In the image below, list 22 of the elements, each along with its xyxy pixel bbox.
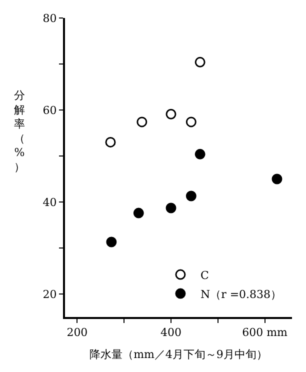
y-tick-label: 40	[42, 196, 57, 209]
x-tick-label: 600 mm	[242, 326, 288, 340]
point	[166, 108, 176, 120]
point	[194, 56, 206, 68]
x-tick-label: 200	[66, 326, 88, 340]
y-tick-label: 60	[42, 104, 57, 117]
x-axis-title: 降水量（mm／4月下旬～9月中旬）	[90, 348, 268, 361]
point	[194, 148, 206, 160]
point	[186, 190, 196, 202]
y-axis-title: 分解率（%）	[14, 89, 25, 174]
x-tick-label: 400	[160, 326, 182, 340]
point	[186, 116, 196, 128]
point	[106, 236, 117, 248]
legend-label: N（r =0.838）	[200, 288, 282, 301]
y-tick-label: 80	[42, 12, 57, 25]
point	[105, 136, 116, 148]
y-tick-label: 20	[42, 288, 57, 301]
point	[272, 174, 282, 184]
point	[133, 208, 144, 218]
point	[166, 202, 176, 214]
point	[136, 116, 148, 128]
legend-label: C	[200, 268, 209, 282]
